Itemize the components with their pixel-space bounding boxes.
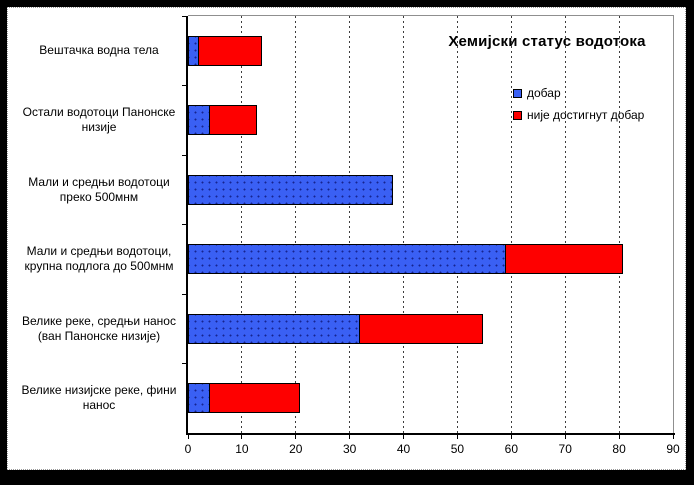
- x-tick-label-60: 60: [504, 442, 518, 456]
- x-tick-label-20: 20: [289, 442, 303, 456]
- plot-area: [188, 16, 673, 433]
- x-axis-tick: [564, 435, 566, 439]
- y-axis-tick: [182, 15, 186, 17]
- gridline-30: [349, 16, 351, 433]
- x-axis-tick: [187, 435, 189, 439]
- x-tick-label-10: 10: [235, 442, 249, 456]
- bar-segment-good: [188, 383, 210, 414]
- legend-item-not-good: није достигнут добар: [513, 108, 644, 122]
- category-label-5: Велике низијске реке, фини нанос: [21, 383, 177, 412]
- x-tick-label-50: 50: [450, 442, 465, 456]
- legend-label-good: добар: [527, 86, 561, 100]
- legend-item-good: добар: [513, 86, 644, 100]
- x-axis-tick: [295, 435, 297, 439]
- category-label-1: Остали водотоци Панонске низије: [22, 105, 176, 134]
- legend-label-not-good: није достигнут добар: [527, 108, 645, 122]
- bar-segment-not-good: [359, 313, 484, 344]
- gridline-10: [241, 16, 243, 433]
- x-tick-label-0: 0: [184, 442, 192, 456]
- bar-row-0: [188, 35, 263, 66]
- bar-segment-not-good: [208, 383, 301, 414]
- x-tick-label-30: 30: [342, 442, 357, 456]
- x-tick-label-80: 80: [612, 442, 626, 456]
- gridline-60: [510, 16, 512, 433]
- y-axis-tick: [182, 85, 186, 86]
- bar-segment-not-good: [197, 35, 263, 66]
- bar-row-1: [188, 105, 258, 136]
- gridline-70: [564, 16, 566, 433]
- bar-segment-good: [188, 244, 506, 275]
- x-tick-label-90: 90: [666, 442, 680, 456]
- bar-row-3: [188, 244, 624, 275]
- x-tick-label-40: 40: [396, 442, 411, 456]
- gridline-40: [403, 16, 405, 433]
- x-axis-tick: [403, 435, 405, 439]
- plot-border-top: [188, 15, 674, 16]
- y-axis-tick: [182, 154, 186, 156]
- y-axis-tick: [182, 293, 186, 295]
- x-axis-tick: [618, 435, 620, 439]
- bar-row-2: [188, 174, 393, 205]
- x-axis-tick: [349, 435, 351, 439]
- bar-segment-good: [188, 105, 210, 136]
- bar-row-4: [188, 313, 484, 344]
- bar-row-5: [188, 383, 301, 414]
- bar-segment-not-good: [208, 105, 258, 136]
- y-axis-line: [186, 16, 188, 435]
- x-axis-tick: [241, 435, 243, 439]
- plot-border-right: [673, 16, 674, 433]
- x-axis-tick: [510, 435, 512, 439]
- x-tick-label-70: 70: [558, 442, 572, 456]
- bar-segment-good: [188, 174, 393, 205]
- chart-area: Хемијски статус водотока 0 10 20 30 40 50 60 70…: [7, 7, 686, 470]
- y-axis-tick: [182, 363, 186, 364]
- legend-marker-not-good: [513, 110, 522, 120]
- category-label-4: Велике реке, средњи нанос (ван Панонске …: [22, 313, 176, 343]
- gridline-50: [456, 16, 458, 433]
- category-label-3: Мали и средњи водотоци, крупна подлога д…: [24, 244, 174, 273]
- category-label-0: Вештачка водна тела: [39, 43, 159, 57]
- x-axis-line: [186, 433, 675, 435]
- x-axis-tick: [456, 435, 458, 439]
- gridline-20: [295, 16, 297, 433]
- gridline-80: [618, 16, 620, 433]
- category-label-2: Мали и средњи водотоци преко 500мнм: [28, 174, 170, 204]
- y-axis-tick: [182, 224, 186, 225]
- legend: добар није достигнут добар: [513, 86, 644, 130]
- legend-marker-good: [513, 88, 522, 98]
- bar-segment-good: [188, 313, 361, 344]
- chart-title: Хемијски статус водотока: [448, 33, 646, 50]
- bar-segment-not-good: [504, 244, 624, 275]
- x-axis-tick: [672, 435, 674, 439]
